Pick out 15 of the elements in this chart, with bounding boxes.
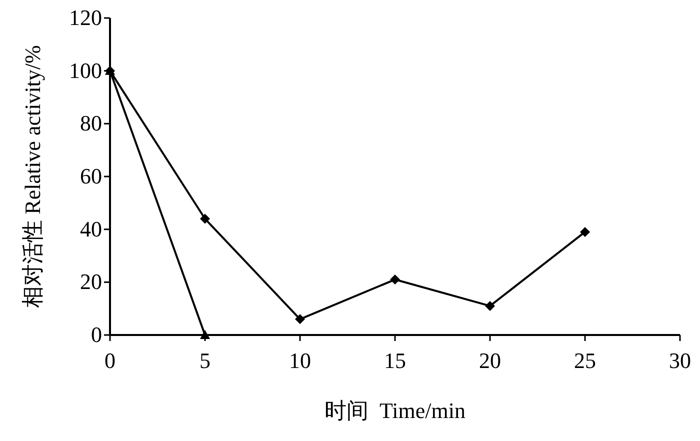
y-axis-title: 相对活性 Relative activity/% [20, 45, 45, 308]
y-tick-label: 40 [80, 216, 102, 242]
y-tick-label: 0 [91, 322, 102, 347]
x-tick-label: 25 [574, 348, 596, 373]
y-tick-label: 60 [80, 164, 102, 188]
x-axis-title: 时间 Time/min [324, 398, 466, 423]
y-tick-label: 100 [69, 58, 102, 83]
x-tick-label: 10 [289, 348, 311, 373]
x-tick-label: 20 [479, 348, 501, 373]
y-tick-label: 20 [80, 269, 102, 294]
x-tick-label: 5 [200, 348, 210, 373]
y-tick-label: 80 [80, 110, 102, 136]
x-tick-label: 15 [384, 348, 406, 373]
x-tick-label: 30 [669, 348, 691, 373]
y-tick-label: 120 [69, 5, 102, 30]
